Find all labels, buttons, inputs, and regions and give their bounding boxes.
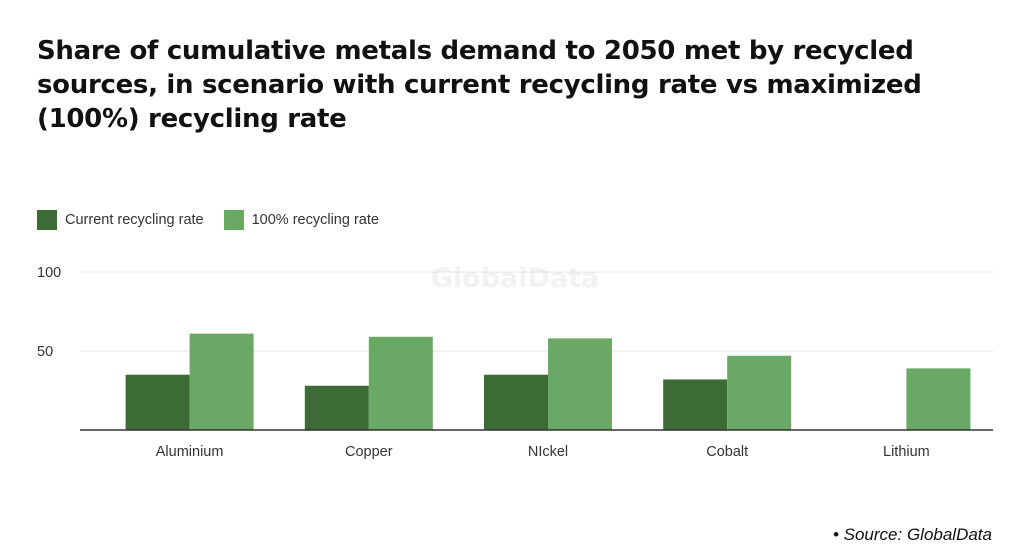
chart-legend: Current recycling rate 100% recycling ra… — [37, 210, 379, 230]
bar-current-cobalt — [663, 379, 728, 430]
bar-100-lithium — [906, 368, 971, 430]
y-tick-label: 50 — [37, 344, 53, 360]
x-tick-label: Cobalt — [706, 444, 748, 460]
source-note: • Source: GlobalData — [832, 525, 992, 544]
x-tick-label: NIckel — [528, 444, 568, 460]
legend-item-100: 100% recycling rate — [223, 210, 379, 230]
bar-100-aluminium — [189, 333, 254, 430]
bar-current-nickel — [484, 374, 548, 430]
x-tick-label: Aluminium — [156, 444, 224, 460]
legend-label-100: 100% recycling rate — [251, 212, 379, 228]
legend-item-current: Current recycling rate — [37, 210, 204, 230]
legend-swatch-current — [37, 210, 57, 230]
bar-100-nickel — [548, 338, 612, 430]
chart-title: Share of cumulative metals demand to 205… — [37, 36, 922, 134]
x-tick-label: Lithium — [883, 444, 930, 460]
legend-swatch-100 — [223, 210, 244, 230]
x-tick-label: Copper — [345, 444, 393, 460]
bar-100-copper — [368, 336, 433, 430]
bar-current-copper — [304, 385, 369, 430]
bar-current-aluminium — [125, 374, 190, 430]
watermark: GlobalData — [431, 263, 600, 294]
legend-label-current: Current recycling rate — [65, 212, 204, 228]
bar-100-cobalt — [727, 355, 792, 430]
y-tick-label: 100 — [37, 265, 61, 281]
